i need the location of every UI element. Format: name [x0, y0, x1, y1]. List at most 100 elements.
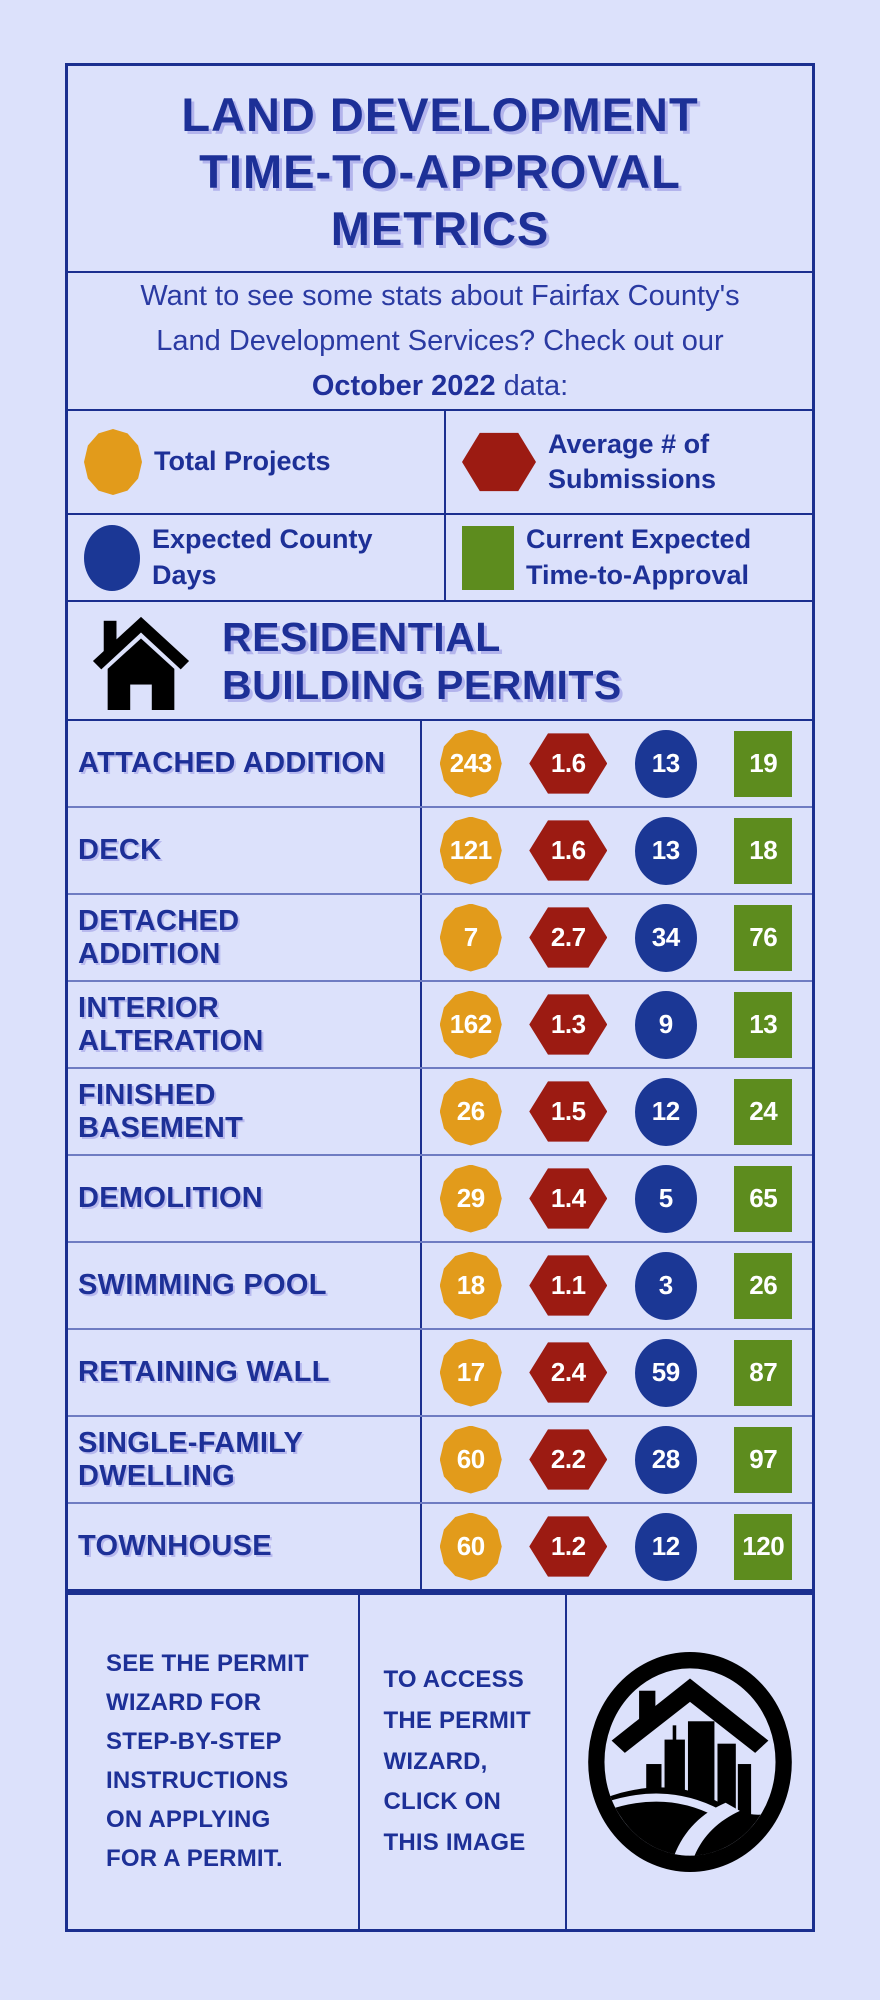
value-cell: 1.4	[520, 1156, 618, 1241]
avg-submissions-badge: 1.2	[529, 1516, 608, 1577]
value-cell: 28	[617, 1417, 715, 1502]
total-projects-shape-icon	[84, 429, 142, 495]
total-projects-badge: 121	[439, 816, 502, 885]
land-development-services-logo[interactable]	[583, 1650, 797, 1874]
row-values: 29 1.4 5 65	[422, 1156, 812, 1241]
time-to-approval-badge: 24	[734, 1078, 793, 1145]
total-projects-badge: 60	[439, 1512, 502, 1581]
expected-county-days-badge: 34	[634, 903, 697, 972]
legend-label: Total Projects	[154, 446, 331, 477]
value-cell: 34	[617, 895, 715, 980]
value-cell: 26	[422, 1069, 520, 1154]
avg-submissions-badge: 1.6	[529, 820, 608, 881]
page-title-line-2: TIME-TO-APPROVAL	[199, 145, 681, 198]
value-cell: 162	[422, 982, 520, 1067]
expected-county-days-badge: 3	[634, 1251, 697, 1320]
total-projects-badge: 18	[439, 1251, 502, 1320]
avg-submissions-badge: 2.7	[529, 907, 608, 968]
permit-type-label: DEMOLITION	[78, 1182, 264, 1215]
row-values: 17 2.4 59 87	[422, 1330, 812, 1415]
legend-label: Expected County Days	[152, 524, 373, 590]
time-to-approval-badge: 13	[734, 991, 793, 1058]
time-to-approval-badge: 97	[734, 1426, 793, 1493]
infographic-board: LAND DEVELOPMENT TIME-TO-APPROVAL METRIC…	[65, 63, 815, 1932]
expected-county-days-badge: 5	[634, 1164, 697, 1233]
expected-county-days-shape-icon	[84, 524, 140, 591]
row-values: 60 1.2 12 120	[422, 1504, 812, 1589]
value-cell: 2.4	[520, 1330, 618, 1415]
residential-section-header: RESIDENTIAL BUILDING PERMITS	[68, 600, 812, 719]
value-cell: 65	[715, 1156, 813, 1241]
value-cell: 24	[715, 1069, 813, 1154]
intro-text-before: Want to see some stats about Fairfax Cou…	[140, 279, 740, 357]
permit-type-label-cell: SWIMMING POOL	[68, 1243, 422, 1328]
permit-wizard-instruction: TO ACCESS THE PERMIT WIZARD, CLICK ON TH…	[383, 1666, 531, 1857]
table-row: DECK 121 1.6 13 18	[68, 808, 812, 895]
footer-logo-cell	[567, 1595, 812, 1929]
value-cell: 13	[617, 721, 715, 806]
permit-type-label: TOWNHOUSE	[78, 1530, 272, 1563]
time-to-approval-badge: 18	[734, 817, 793, 884]
residential-section-title: RESIDENTIAL BUILDING PERMITS	[222, 613, 622, 709]
value-cell: 121	[422, 808, 520, 893]
value-cell: 60	[422, 1417, 520, 1502]
section-title-line-2: BUILDING PERMITS	[222, 661, 622, 708]
total-projects-badge: 17	[439, 1338, 502, 1407]
intro-highlight-date: October 2022	[311, 369, 496, 402]
permit-wizard-description: SEE THE PERMIT WIZARD FOR STEP-BY-STEP I…	[106, 1650, 309, 1872]
expected-county-days-badge: 13	[634, 816, 697, 885]
total-projects-badge: 7	[439, 903, 502, 972]
permit-type-label: SWIMMING POOL	[78, 1269, 327, 1302]
permit-metrics-table: ATTACHED ADDITION 243 1.6 13 19 DECK 121	[68, 719, 812, 1589]
footer-section: SEE THE PERMIT WIZARD FOR STEP-BY-STEP I…	[68, 1589, 812, 1929]
value-cell: 59	[617, 1330, 715, 1415]
row-values: 121 1.6 13 18	[422, 808, 812, 893]
value-cell: 1.6	[520, 721, 618, 806]
value-cell: 2.2	[520, 1417, 618, 1502]
legend-label: Current Expected Time-to-Approval	[526, 524, 752, 590]
value-cell: 97	[715, 1417, 813, 1502]
value-cell: 19	[715, 721, 813, 806]
legend-item-expected-county-days: Expected County Days	[68, 515, 446, 600]
expected-county-days-badge: 28	[634, 1425, 697, 1494]
footer-left-cell: SEE THE PERMIT WIZARD FOR STEP-BY-STEP I…	[68, 1595, 360, 1929]
expected-county-days-badge: 13	[634, 729, 697, 798]
time-to-approval-shape-icon	[462, 525, 514, 590]
permit-type-label-cell: DECK	[68, 808, 422, 893]
table-row: DETACHED ADDITION 7 2.7 34 76	[68, 895, 812, 982]
expected-county-days-badge: 12	[634, 1077, 697, 1146]
value-cell: 12	[617, 1504, 715, 1589]
avg-submissions-badge: 1.3	[529, 994, 608, 1055]
permit-type-label-cell: INTERIOR ALTERATION	[68, 982, 422, 1067]
permit-type-label: DECK	[78, 834, 162, 867]
table-row: DEMOLITION 29 1.4 5 65	[68, 1156, 812, 1243]
legend: Total Projects Average # of Submissions …	[68, 409, 812, 600]
value-cell: 1.1	[520, 1243, 618, 1328]
total-projects-badge: 29	[439, 1164, 502, 1233]
expected-county-days-badge: 59	[634, 1338, 697, 1407]
row-values: 162 1.3 9 13	[422, 982, 812, 1067]
page-title-line-3: METRICS	[330, 202, 550, 255]
table-row: TOWNHOUSE 60 1.2 12 120	[68, 1504, 812, 1589]
avg-submissions-shape-icon	[462, 432, 536, 492]
table-row: RETAINING WALL 17 2.4 59 87	[68, 1330, 812, 1417]
table-row: ATTACHED ADDITION 243 1.6 13 19	[68, 721, 812, 808]
legend-item-time-to-approval: Current Expected Time-to-Approval	[446, 515, 812, 600]
total-projects-badge: 243	[439, 729, 502, 798]
value-cell: 2.7	[520, 895, 618, 980]
time-to-approval-badge: 87	[734, 1339, 793, 1406]
intro-text-after: data:	[495, 369, 569, 402]
permit-type-label: FINISHED BASEMENT	[78, 1079, 244, 1144]
value-cell: 12	[617, 1069, 715, 1154]
permit-type-label: SINGLE-FAMILY DWELLING	[78, 1427, 303, 1492]
intro-text: Want to see some stats about Fairfax Cou…	[110, 274, 770, 409]
table-row: SWIMMING POOL 18 1.1 3 26	[68, 1243, 812, 1330]
section-title-line-1: RESIDENTIAL	[222, 613, 501, 660]
avg-submissions-badge: 2.2	[529, 1429, 608, 1490]
time-to-approval-badge: 19	[734, 730, 793, 797]
row-values: 26 1.5 12 24	[422, 1069, 812, 1154]
value-cell: 60	[422, 1504, 520, 1589]
permit-type-label: INTERIOR ALTERATION	[78, 992, 264, 1057]
value-cell: 76	[715, 895, 813, 980]
